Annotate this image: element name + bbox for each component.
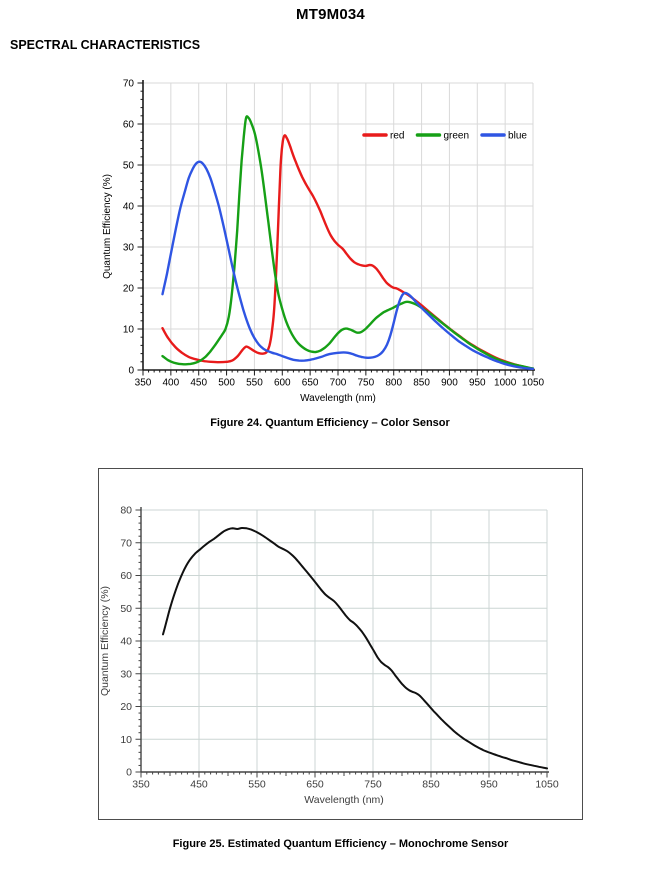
y-tick-label: 60: [123, 120, 135, 131]
x-tick-label: 500: [218, 378, 235, 389]
x-tick-label: 700: [330, 378, 347, 389]
x-tick-label: 950: [480, 779, 498, 791]
x-tick-label: 650: [306, 779, 324, 791]
legend-label-red: red: [390, 131, 404, 142]
x-tick-label: 750: [364, 779, 382, 791]
x-tick-label: 850: [413, 378, 430, 389]
x-tick-label: 800: [385, 378, 402, 389]
x-tick-label: 350: [135, 378, 152, 389]
tick-labels: 350 450 550 650 750 850 950 1050 0 10 20 30 40 50 60 70…: [120, 505, 559, 791]
x-tick-label: 400: [163, 378, 180, 389]
y-tick-label: 0: [128, 366, 134, 377]
y-tick-label: 70: [123, 79, 135, 90]
y-axis-title: Quantum Efficiency (%): [102, 174, 113, 279]
x-tick-label: 750: [358, 378, 375, 389]
x-tick-label: 900: [441, 378, 458, 389]
x-tick-label: 450: [190, 779, 208, 791]
x-tick-label: 600: [274, 378, 291, 389]
y-tick-label: 80: [120, 505, 132, 517]
legend-item-blue: blue: [480, 131, 527, 142]
figure-24-caption: Figure 24. Quantum Efficiency – Color Se…: [210, 417, 450, 429]
x-tick-label: 1000: [494, 378, 517, 389]
x-axis-title: Wavelength (nm): [304, 794, 384, 806]
tick-marks: [135, 509, 548, 778]
legend-item-red: red: [362, 131, 404, 142]
figure-25-frame: 350 450 550 650 750 850 950 1050 0 10 20 30 40 50 60 70…: [98, 468, 583, 820]
y-tick-label: 40: [123, 202, 135, 213]
x-tick-label: 550: [248, 779, 266, 791]
y-tick-label: 20: [123, 284, 135, 295]
y-tick-label: 30: [123, 243, 135, 254]
monochrome-series-line: [162, 526, 548, 770]
x-tick-label: 350: [132, 779, 150, 791]
x-tick-label: 1050: [522, 378, 545, 389]
gridlines: [141, 509, 548, 772]
y-tick-label: 0: [126, 767, 132, 779]
mono-sensor-chart: 350 450 550 650 750 850 950 1050 0 10 20 30 40 50 60 70…: [99, 505, 559, 807]
x-tick-label: 950: [469, 378, 486, 389]
color-sensor-chart: 350 400 450 500 550 600 650 700 750 800 850 900 950 1…: [102, 79, 545, 405]
y-tick-label: 20: [120, 701, 132, 713]
y-tick-label: 10: [120, 734, 132, 746]
y-tick-label: 70: [120, 537, 132, 549]
y-tick-label: 50: [123, 161, 135, 172]
legend-item-green: green: [415, 131, 469, 142]
y-tick-label: 60: [120, 570, 132, 582]
x-tick-label: 450: [190, 378, 207, 389]
blue-series-line: [161, 160, 535, 370]
green-series-line: [161, 115, 535, 370]
y-tick-label: 50: [120, 603, 132, 615]
legend: red green blue: [362, 131, 527, 142]
legend-label-blue: blue: [508, 131, 527, 142]
y-axis-title: Quantum Efficiency (%): [99, 586, 111, 696]
gridlines: [143, 82, 534, 370]
figure-25-caption: Figure 25. Estimated Quantum Efficiency …: [172, 838, 509, 850]
y-tick-label: 30: [120, 668, 132, 680]
page-title: MT9M034: [296, 6, 365, 23]
tick-labels: 350 400 450 500 550 600 650 700 750 800 850 900 950 1…: [123, 79, 545, 389]
y-tick-label: 40: [120, 636, 132, 648]
x-axis-title: Wavelength (nm): [300, 393, 376, 404]
x-tick-label: 650: [302, 378, 319, 389]
axes: [140, 507, 549, 773]
y-tick-label: 10: [123, 325, 135, 336]
x-tick-label: 1050: [535, 779, 559, 791]
section-heading: SPECTRAL CHARACTERISTICS: [10, 38, 201, 52]
x-tick-label: 550: [246, 378, 263, 389]
tick-marks: [137, 82, 534, 376]
x-tick-label: 850: [422, 779, 440, 791]
axes: [142, 80, 535, 371]
legend-label-green: green: [443, 131, 469, 142]
